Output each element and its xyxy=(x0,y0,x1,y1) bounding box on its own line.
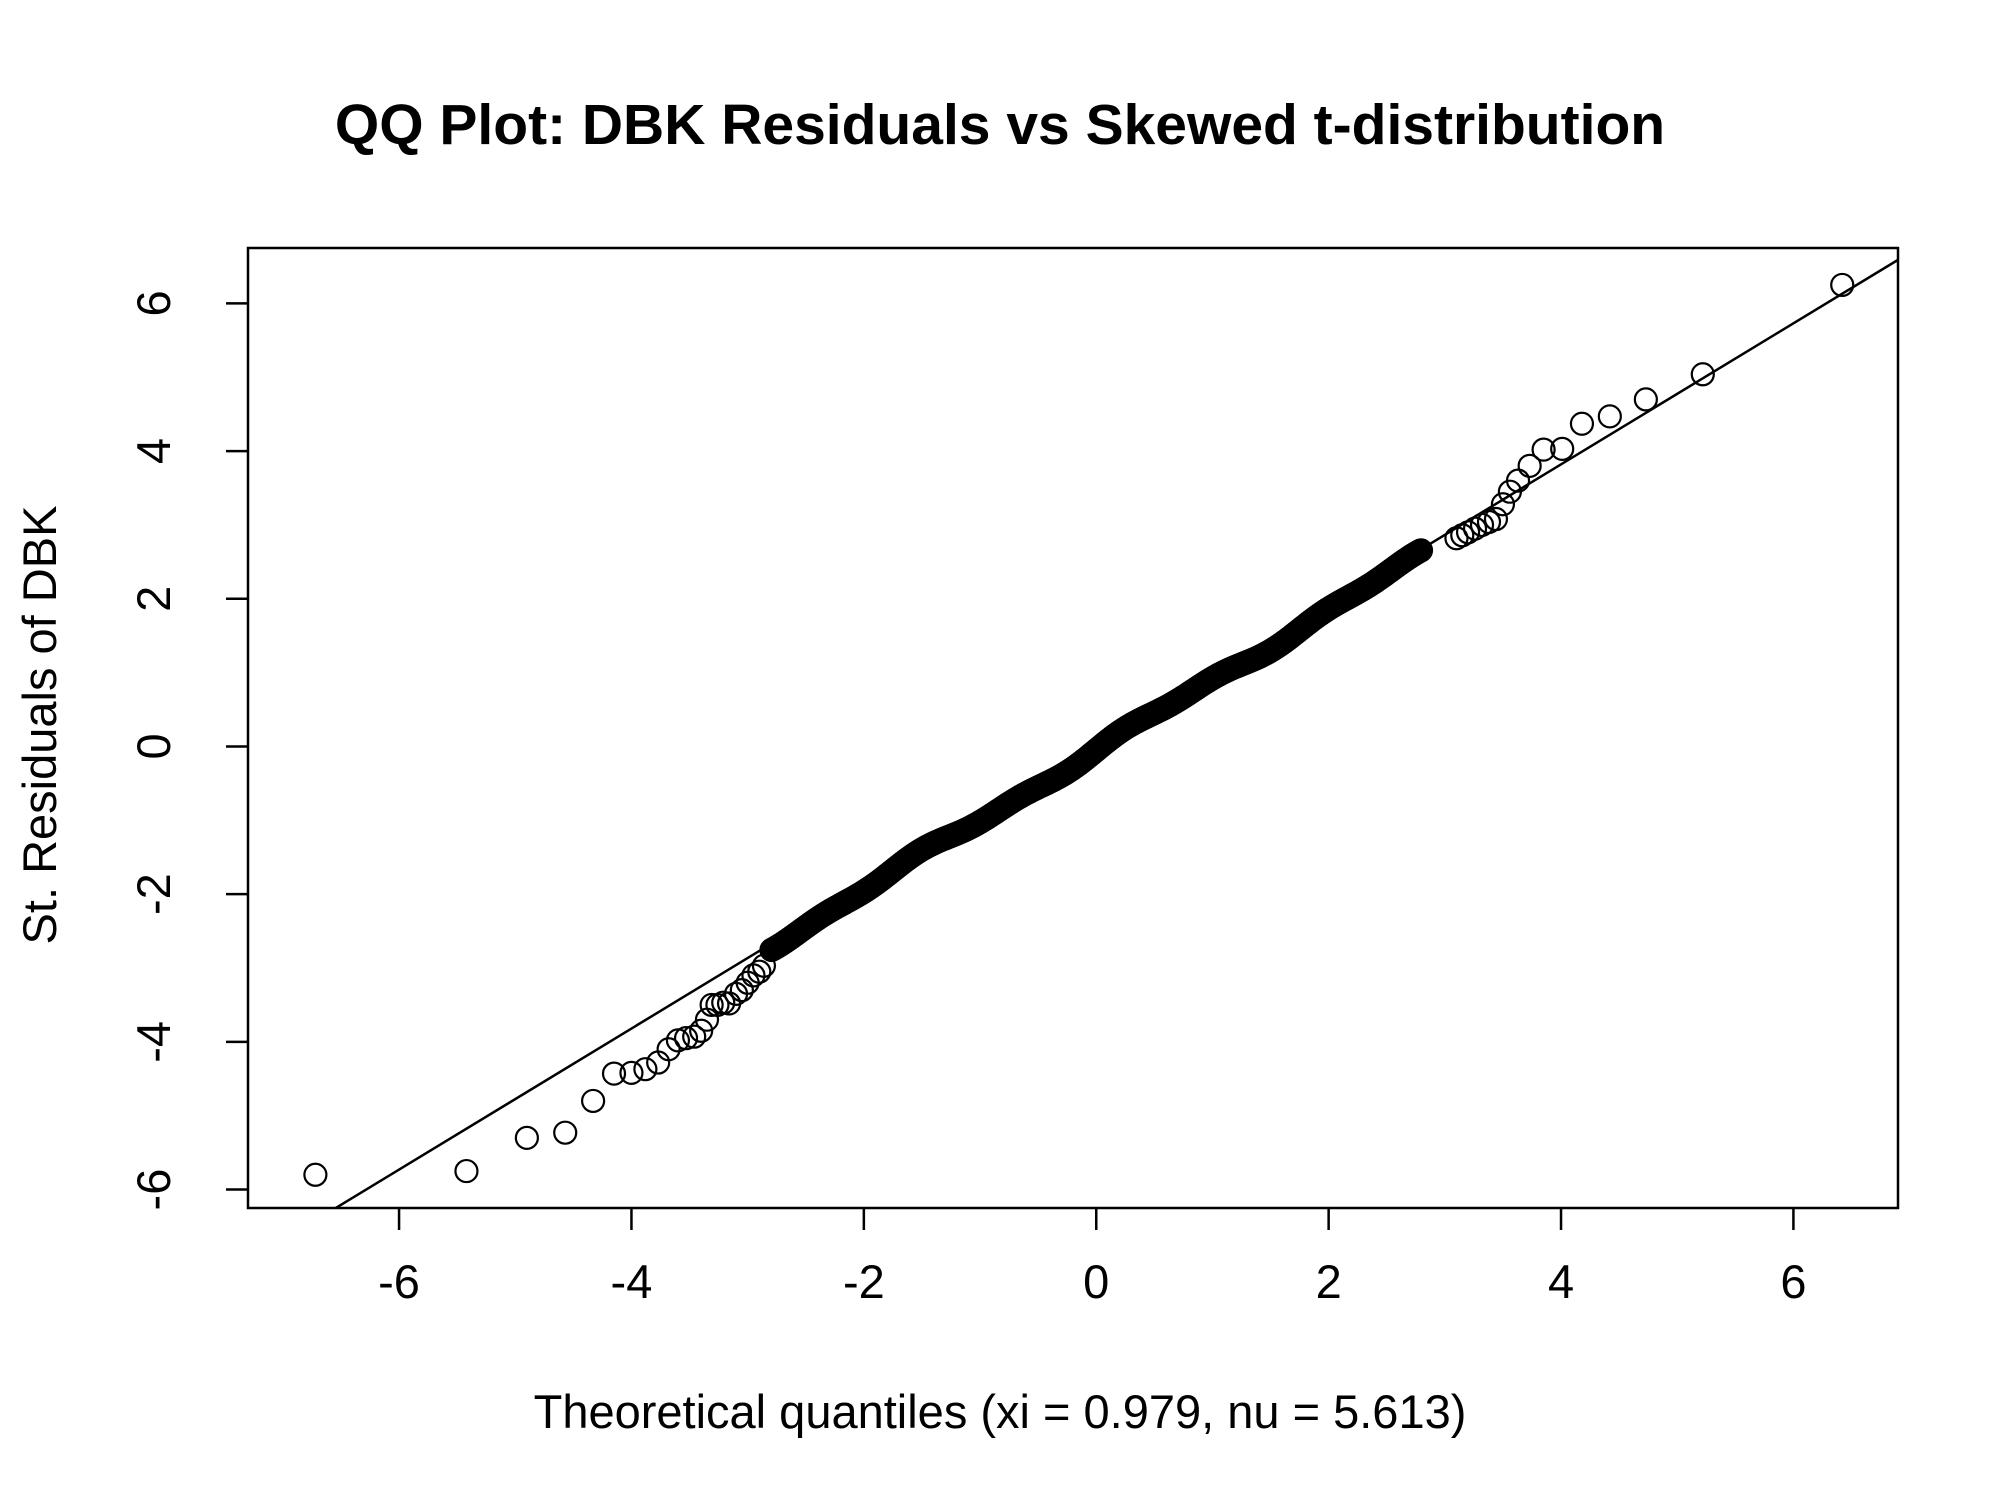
data-point xyxy=(1597,404,1622,429)
data-point xyxy=(689,1018,714,1043)
y-tick-label: 6 xyxy=(127,290,180,316)
y-tick-label: -2 xyxy=(127,873,180,915)
data-point xyxy=(747,959,772,984)
data-point xyxy=(1517,453,1542,478)
plot-frame xyxy=(246,246,1900,1210)
data-point xyxy=(454,1158,479,1184)
y-tick-label: 4 xyxy=(127,438,180,464)
data-point xyxy=(1830,272,1855,298)
data-point xyxy=(1550,436,1575,461)
data-point xyxy=(601,1061,627,1086)
data-point xyxy=(751,953,777,978)
data-point xyxy=(619,1060,644,1085)
y-tick-label: 2 xyxy=(127,586,180,612)
x-tick-label: 0 xyxy=(1083,1255,1109,1308)
x-tick-label: 4 xyxy=(1548,1255,1574,1308)
data-point xyxy=(1569,411,1595,436)
data-point xyxy=(553,1120,578,1145)
y-axis-label: St. Residuals of DBK xyxy=(13,505,66,945)
data-point xyxy=(633,1057,658,1082)
data-point xyxy=(1531,437,1556,462)
data-point xyxy=(581,1088,606,1114)
chart-title: QQ Plot: DBK Residuals vs Skewed t-distr… xyxy=(334,93,1666,157)
data-point xyxy=(303,1162,328,1187)
data-point xyxy=(1690,362,1715,387)
data-point xyxy=(1505,468,1531,493)
data-point xyxy=(729,978,754,1003)
data-point xyxy=(514,1125,539,1150)
data-point xyxy=(1490,492,1516,517)
y-tick-label: -4 xyxy=(127,1021,180,1063)
x-axis-label: Theoretical quantiles (xi = 0.979, nu = … xyxy=(533,1385,1467,1438)
x-tick-label: 2 xyxy=(1316,1255,1342,1308)
y-tick-label: -6 xyxy=(127,1169,180,1211)
data-point xyxy=(673,1026,699,1051)
data-point xyxy=(1408,538,1434,563)
x-tick-label: 6 xyxy=(1780,1255,1806,1308)
y-tick-label: 0 xyxy=(127,733,180,759)
x-tick-label: -4 xyxy=(611,1255,653,1308)
x-tick-label: -6 xyxy=(378,1255,420,1308)
data-point xyxy=(1483,506,1509,532)
x-tick-label: -2 xyxy=(843,1255,885,1308)
data-point xyxy=(656,1037,681,1062)
data-point xyxy=(682,1024,707,1049)
data-point xyxy=(1633,387,1658,412)
data-point xyxy=(699,992,724,1018)
